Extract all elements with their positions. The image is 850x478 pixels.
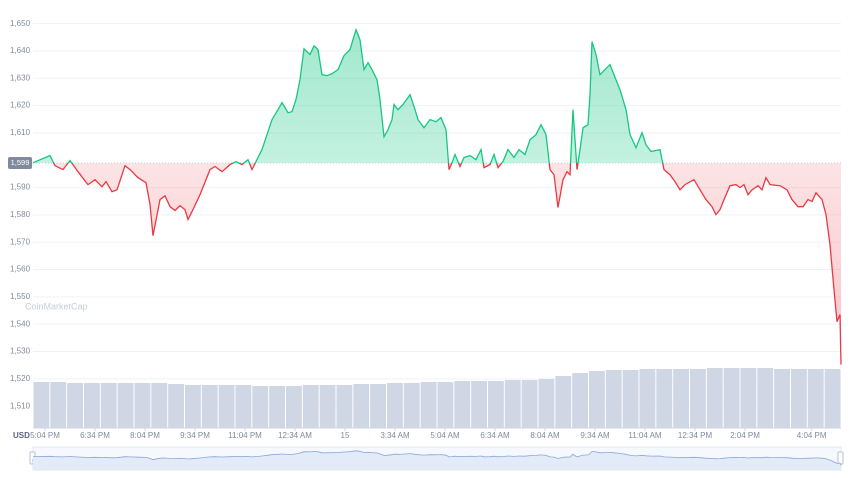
volume-bar [622, 370, 639, 428]
y-tick-label: 1,510 [10, 401, 31, 410]
volume-bar [757, 368, 774, 428]
volume-bar [302, 385, 319, 428]
volume-bar [50, 382, 67, 428]
volume-bar [589, 371, 605, 428]
y-tick-label: 1,530 [10, 347, 31, 356]
x-tick-label: 15 [341, 431, 350, 440]
volume-bar [370, 384, 386, 428]
volume-bar [807, 369, 824, 428]
y-tick-label: 1,640 [10, 46, 31, 55]
volume-bar [151, 383, 168, 428]
volume-bar [774, 369, 790, 428]
x-tick-label: 9:34 PM [180, 431, 210, 440]
x-tick-label: 5:04 AM [430, 431, 460, 440]
volume-bar [218, 385, 235, 428]
y-tick-label: 1,540 [10, 319, 31, 328]
volume-bar [252, 386, 269, 428]
volume-bar [84, 383, 100, 428]
volume-bar [690, 369, 706, 428]
volume-bar [723, 368, 740, 428]
volume-bar [235, 385, 252, 428]
volume-bar [656, 369, 673, 428]
y-tick-label: 1,520 [10, 374, 31, 383]
volume-bar [437, 382, 454, 428]
volume-bar [504, 380, 521, 428]
volume-bar [454, 381, 471, 428]
y-tick-label: 1,620 [10, 101, 31, 110]
y-tick-label: 1,570 [10, 237, 31, 246]
y-tick-label: 1,590 [10, 183, 31, 192]
navigator-handle[interactable] [837, 451, 844, 465]
y-tick-label: 1,560 [10, 265, 31, 274]
y-tick-label: 1,580 [10, 210, 31, 219]
volume-bar [639, 369, 656, 428]
y-axis-unit: USD [13, 431, 30, 440]
volume-bar [134, 383, 151, 428]
navigator-line [32, 450, 842, 466]
volume-bar [201, 385, 218, 428]
volume-bar [420, 382, 437, 428]
area-up [33, 29, 841, 163]
x-tick-label: 11:04 AM [628, 431, 662, 440]
reference-badge [8, 156, 32, 169]
volume-bar [605, 370, 622, 428]
volume-bar [185, 385, 201, 428]
navigator-area [33, 450, 841, 470]
y-tick-label: 1,610 [10, 128, 31, 137]
x-tick-label: 4:04 PM [797, 431, 827, 440]
volume-bar [740, 368, 757, 428]
y-tick-label: 1,630 [10, 73, 31, 82]
area-down [53, 162, 841, 365]
x-tick-label: 6:34 AM [480, 431, 510, 440]
volume-bar [117, 383, 134, 428]
volume-bar [673, 369, 689, 428]
volume-bar [572, 373, 588, 428]
price-line-up [32, 27, 664, 163]
volume-bar [67, 383, 83, 428]
volume-bar [555, 376, 572, 428]
volume-bar [353, 384, 370, 428]
x-tick-label: 3:34 AM [380, 431, 410, 440]
volume-bar [100, 383, 117, 428]
volume-bar [521, 380, 538, 428]
volume-bar [387, 383, 403, 428]
x-tick-label: 2:04 PM [730, 431, 760, 440]
x-tick-label: 12:34 AM [278, 431, 312, 440]
volume-bar [286, 386, 302, 428]
volume-bar [791, 369, 807, 428]
watermark: CoinMarketCap [25, 301, 88, 311]
volume-bar [168, 384, 184, 428]
volume-bar [824, 369, 841, 428]
volume-bar [538, 379, 555, 428]
x-tick-label: 11:04 PM [228, 431, 262, 440]
x-tick-label: 8:04 PM [130, 431, 160, 440]
x-tick-label: 5:04 PM [30, 431, 60, 440]
price-line-down [33, 162, 842, 365]
volume-bar [488, 381, 504, 428]
x-tick-label: 12:34 PM [678, 431, 713, 440]
volume-bar [319, 385, 336, 428]
y-tick-label: 1,650 [10, 19, 31, 28]
volume-bar [403, 383, 420, 428]
y-tick-label: 1,550 [10, 292, 31, 301]
volume-bar [471, 381, 487, 428]
volume-bar [33, 382, 50, 428]
x-tick-label: 8:04 AM [530, 431, 560, 440]
volume-bar [336, 385, 353, 428]
reference-label: 1,599 [11, 158, 30, 167]
x-tick-label: 9:34 AM [580, 431, 610, 440]
volume-bar [269, 386, 285, 428]
x-tick-label: 6:34 PM [80, 431, 110, 440]
volume-bar [706, 368, 723, 428]
